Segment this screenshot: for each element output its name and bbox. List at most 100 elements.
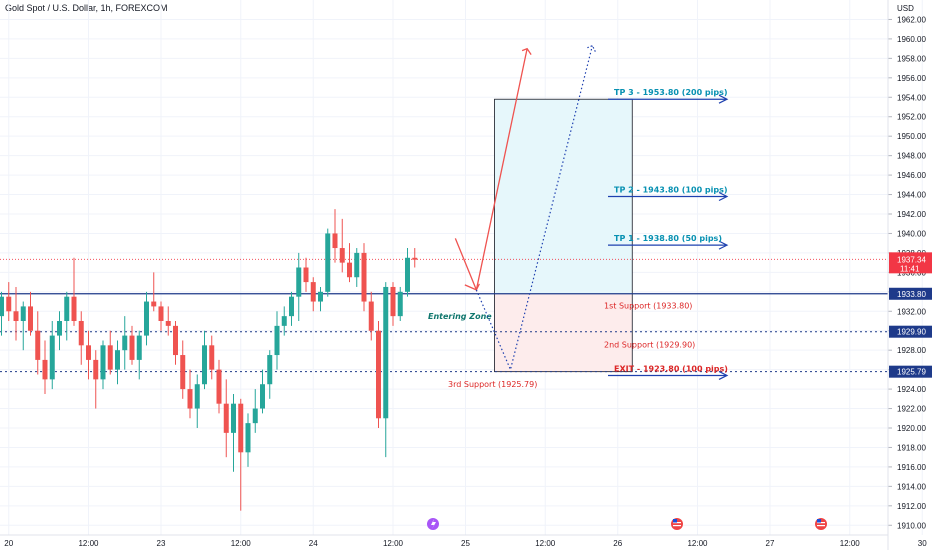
position-box[interactable] [494,98,633,373]
candle-body [115,350,120,370]
bolt-glyph [431,519,436,529]
support-label: 1st Support (1933.80) [604,301,692,310]
price-tick-label: 1958.00 [897,54,926,63]
candles [0,209,418,511]
candle-body [158,306,164,321]
candle-body [347,262,352,278]
candle-body [405,257,410,292]
candle-body [325,233,331,292]
candle-body [202,345,207,385]
price-tick-label: 1942.00 [897,210,926,219]
target-label: TP 2 - 1943.80 (100 pips) [614,185,728,194]
price-tick-label: 1924.00 [897,385,926,394]
time-tick-label: 30 [918,539,927,548]
loss-zone [494,293,633,372]
target-arrow-head [718,94,729,104]
candle-body [0,296,4,317]
candle-body [57,321,62,336]
candle-body [231,403,236,433]
position-box-border [494,98,633,373]
candle-body [165,321,171,326]
price-tick-label: 1914.00 [897,482,926,491]
candle-body [194,384,200,409]
candle-body [6,296,12,312]
candle-body [289,296,294,317]
candle-body [267,355,273,385]
price-tick-label: 1916.00 [897,463,926,472]
candle-body [339,248,345,263]
candle-body [28,306,33,331]
target-label: TP 1 - 1938.80 (50 pips) [614,234,722,243]
target-arrow-head [718,191,729,202]
flag-canton [817,519,821,523]
price-tick-label: 1956.00 [897,74,926,83]
grid-lines [0,0,923,535]
candle-body [216,369,222,404]
price-tick-label: 1920.00 [897,424,926,433]
time-tick-label: 12:00 [840,539,861,548]
time-tick-label: 23 [157,539,166,548]
candle-body [318,291,323,302]
time-tick-label: 12:00 [535,539,556,548]
candle-body [42,359,48,380]
current-price-tag [889,252,932,274]
candle-body [390,286,396,317]
price-tick-label: 1910.00 [897,521,926,530]
candle-body [397,291,403,317]
time-tick-label: 12:00 [687,539,708,548]
level-price-label: 1933.80 [897,290,926,299]
candle-body [412,257,418,260]
projection-solid-head [521,47,532,55]
support-levels [0,258,888,373]
currency-label: USD [897,4,914,13]
candle-body [107,345,113,370]
candle-body [78,321,84,346]
price-tick-label: 1928.00 [897,346,926,355]
entering-zone-label: Entering Zone [428,312,492,321]
candle-body [260,384,265,409]
support-label: 3rd Support (1925.79) [448,380,537,389]
candle-body [86,345,91,360]
target-arrow-head [718,370,729,381]
candle-body [13,311,19,321]
candle-body [252,408,258,424]
price-tick-label: 1918.00 [897,443,926,452]
price-tick-label: 1954.00 [897,93,926,102]
candle-body [303,267,309,283]
time-tick-label: 12:00 [78,539,99,548]
projection-dotted [475,45,593,372]
current-price-label: 1937.34 [897,255,926,264]
candle-body [49,335,55,380]
level-price-tag [889,287,932,300]
candle-body [281,316,287,326]
price-tick-label: 1952.00 [897,113,926,122]
candle-body [35,330,41,360]
price-tick-label: 1940.00 [897,229,926,238]
price-tick-label: 1948.00 [897,152,926,161]
flag-stripe [817,522,825,524]
time-axis[interactable]: 20 12:00 23 12:00 24 12:00 25 12:00 26 12:00 27 12:… [0,534,927,548]
price-axis[interactable]: 1910.00 1912.00 1914.00 1916.00 1918.00 1920.… [887,0,932,550]
target-label: EXIT - 1923.80 (100 pips) [614,364,728,373]
time-tick-label: 24 [309,539,318,548]
price-tick-label: 1950.00 [897,132,926,141]
price-tick-label: 1912.00 [897,502,926,511]
candle-body [129,335,135,360]
price-tick-label: 1960.00 [897,35,926,44]
candle-body [173,325,178,356]
level-price-label: 1929.90 [897,328,926,337]
target-arrow-head [718,240,729,250]
candle-body [144,301,149,336]
support-label: 2nd Support (1929.90) [604,340,695,349]
candle-body [383,286,389,419]
level-price-tag [889,365,932,378]
candle-body [245,423,251,453]
target-label: TP 3 - 1953.80 (200 pips) [614,88,728,97]
candle-body [151,301,157,307]
price-tick-label: 1962.00 [897,15,926,24]
event-markers[interactable] [427,518,827,530]
time-tick-label: 26 [613,539,622,548]
candle-body [100,345,106,380]
candle-body [20,306,26,321]
